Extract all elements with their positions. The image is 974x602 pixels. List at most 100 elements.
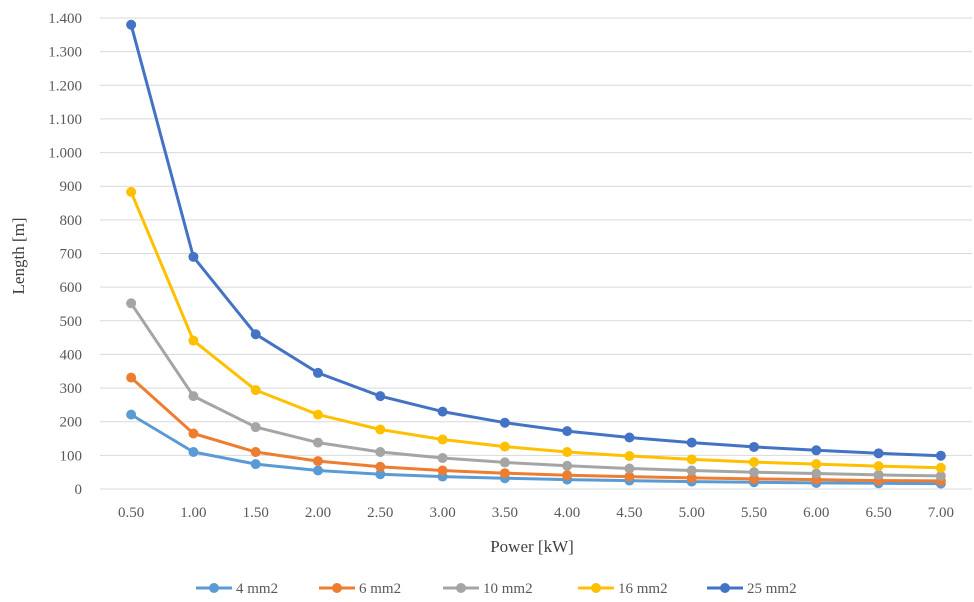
legend-label: 10 mm2 xyxy=(483,581,533,597)
data-point xyxy=(437,465,448,476)
x-tick-label: 3.00 xyxy=(429,505,455,521)
data-point xyxy=(624,451,635,462)
data-point xyxy=(126,186,137,197)
y-tick-label: 1.300 xyxy=(48,45,82,61)
y-tick-label: 1.400 xyxy=(48,11,82,27)
legend-item: 10 mm2 xyxy=(443,581,533,597)
x-tick-label: 1.00 xyxy=(180,505,206,521)
data-point xyxy=(250,446,261,457)
y-tick-label: 1.000 xyxy=(48,146,82,162)
x-tick-label: 4.00 xyxy=(554,505,580,521)
legend-label: 25 mm2 xyxy=(747,581,797,597)
data-point xyxy=(188,446,199,457)
y-tick-label: 0 xyxy=(75,482,83,498)
data-point xyxy=(375,469,386,480)
data-point xyxy=(811,468,822,479)
data-point xyxy=(375,391,386,402)
series-lines xyxy=(126,19,946,489)
x-tick-label: 7.00 xyxy=(928,505,954,521)
data-point xyxy=(811,459,822,470)
x-tick-label: 6.50 xyxy=(865,505,891,521)
data-point xyxy=(873,461,884,472)
series xyxy=(126,372,946,486)
data-point xyxy=(562,426,573,437)
series xyxy=(126,186,946,473)
y-tick-label: 300 xyxy=(60,381,83,397)
data-point xyxy=(499,417,510,428)
data-point xyxy=(313,367,323,378)
data-point xyxy=(749,467,759,478)
series xyxy=(126,19,946,461)
data-point xyxy=(188,335,199,346)
data-point xyxy=(499,457,510,468)
x-tick-label: 2.00 xyxy=(305,505,331,521)
y-axis-ticks: 0 100 200 300 400 500 600 700 800 900 1.000 1.100 1.… xyxy=(48,11,82,498)
y-tick-label: 500 xyxy=(60,314,83,330)
x-tick-label: 3.50 xyxy=(492,505,518,521)
y-tick-label: 900 xyxy=(60,179,83,195)
data-point xyxy=(624,432,635,443)
data-point xyxy=(686,437,697,448)
legend-item: 4 mm2 xyxy=(196,581,278,597)
data-point xyxy=(188,428,199,439)
data-point xyxy=(624,471,635,482)
data-point xyxy=(250,385,261,396)
data-point xyxy=(562,460,573,471)
data-point xyxy=(935,462,946,473)
data-point xyxy=(250,329,261,340)
legend-label: 16 mm2 xyxy=(618,581,668,597)
data-point xyxy=(562,446,573,457)
y-tick-label: 600 xyxy=(60,280,83,296)
data-point xyxy=(188,251,199,262)
series-line xyxy=(130,376,941,483)
data-point xyxy=(188,391,199,402)
x-tick-label: 6.00 xyxy=(803,505,829,521)
data-point xyxy=(313,409,323,420)
legend-item: 6 mm2 xyxy=(319,581,401,597)
legend: 4 mm2 6 mm2 10 mm2 16 mm2 25 mm2 xyxy=(196,581,797,597)
data-point xyxy=(686,454,697,465)
legend-item: 25 mm2 xyxy=(707,581,797,597)
data-point xyxy=(935,470,946,481)
x-tick-label: 2.50 xyxy=(367,505,393,521)
data-point xyxy=(375,446,386,457)
data-point xyxy=(437,453,448,464)
data-point xyxy=(499,468,510,479)
data-point xyxy=(935,450,946,461)
data-point xyxy=(749,457,759,468)
data-point xyxy=(499,441,510,452)
data-point xyxy=(873,448,884,459)
data-point xyxy=(562,470,573,481)
data-point xyxy=(126,372,137,383)
data-point xyxy=(437,406,448,417)
series-line xyxy=(129,24,941,458)
data-point xyxy=(375,424,386,435)
x-tick-label: 5.50 xyxy=(741,505,767,521)
legend-label: 4 mm2 xyxy=(236,581,278,597)
x-tick-label: 1.50 xyxy=(243,505,269,521)
x-tick-label: 0.50 xyxy=(118,505,144,521)
data-point xyxy=(126,409,137,420)
y-tick-label: 1.100 xyxy=(48,112,82,128)
series-line xyxy=(130,413,941,486)
data-point xyxy=(313,437,323,448)
y-tick-label: 1.200 xyxy=(48,78,82,94)
data-point xyxy=(873,469,884,480)
x-tick-label: 4.50 xyxy=(616,505,642,521)
data-point xyxy=(686,472,697,483)
legend-swatch-marker xyxy=(456,583,466,593)
legend-swatch-marker xyxy=(591,583,601,593)
data-point xyxy=(811,445,822,456)
data-point xyxy=(313,456,323,467)
x-axis-ticks: 0.50 1.00 1.50 2.00 2.50 3.00 3.50 4.00 4.50 5.00… xyxy=(118,505,954,521)
y-tick-label: 400 xyxy=(60,347,83,363)
data-point xyxy=(624,463,635,474)
data-point xyxy=(437,434,448,445)
legend-swatch-marker xyxy=(720,583,730,593)
legend-swatch-marker xyxy=(332,583,342,593)
y-tick-label: 800 xyxy=(60,213,83,229)
legend-item: 16 mm2 xyxy=(578,581,668,597)
data-point xyxy=(686,465,697,476)
series-line xyxy=(129,302,941,478)
